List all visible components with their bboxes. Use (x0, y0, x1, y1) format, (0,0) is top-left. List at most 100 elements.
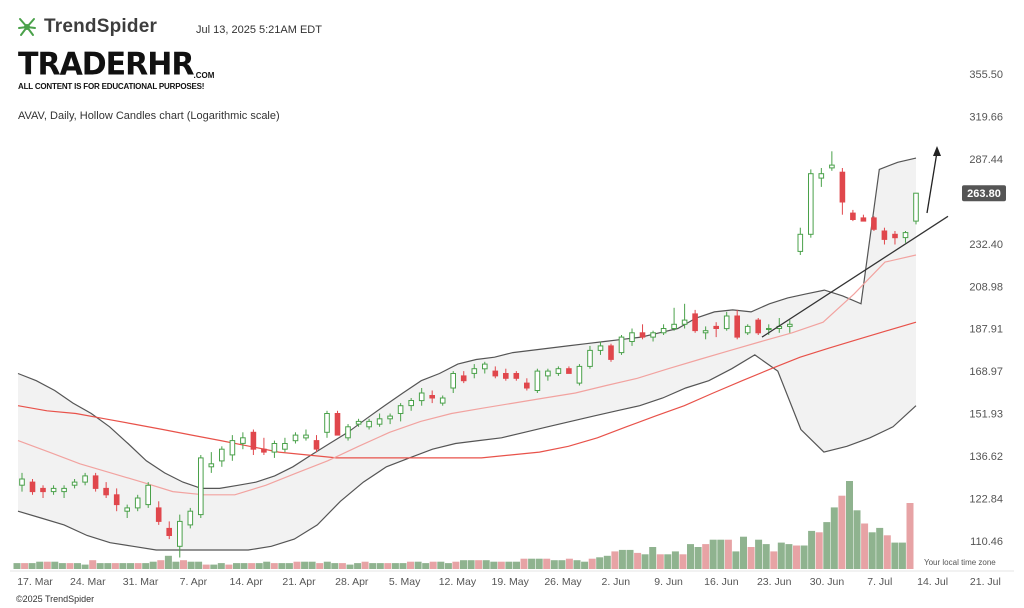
candle-body (492, 370, 499, 377)
volume-bar (28, 563, 36, 569)
trendspider-spider-icon (18, 18, 36, 36)
candle-body (387, 415, 393, 420)
x-tick-label: 5. May (389, 576, 421, 588)
volume-bar (709, 539, 717, 569)
candle-body (850, 212, 856, 221)
chart-title: AVAV, Daily, Hollow Candles chart (Logar… (18, 110, 280, 122)
candle-body (334, 413, 341, 436)
candle-body (271, 443, 278, 453)
x-tick-label: 23. Jun (757, 576, 792, 588)
y-tick-label: 232.40 (969, 239, 1003, 251)
moving-average-layer (17, 254, 917, 496)
y-axis: 355.50 319.66 287.44 263.80 232.40 208.98 187.… (962, 69, 1006, 548)
volume-bar (777, 542, 785, 569)
last-price-label: 263.80 (967, 188, 1001, 200)
volume-bar (603, 555, 611, 569)
x-tick-label: 26. May (544, 576, 582, 588)
y-tick-label: 110.46 (970, 536, 1003, 548)
candle-body (871, 217, 877, 230)
candle-body (787, 323, 793, 327)
candle-body (408, 400, 414, 407)
volume-bar (361, 561, 369, 569)
candle-body (797, 233, 804, 252)
volume-bar (255, 563, 263, 569)
candle-body (808, 173, 814, 235)
candle-body (439, 397, 446, 404)
candle-body (124, 507, 131, 512)
volume-bar (687, 544, 694, 569)
volume-bar (467, 560, 475, 569)
candle-body (576, 365, 583, 384)
volume-bar (369, 563, 377, 569)
volume-bar (656, 554, 664, 569)
y-tick-label: 208.98 (969, 281, 1003, 293)
volume-bar (270, 563, 278, 569)
watermark-disclaimer: ALL CONTENT IS FOR EDUCATIONAL PURPOSES! (18, 82, 205, 91)
candle-body (629, 332, 635, 342)
volume-bar (248, 563, 256, 569)
volume-bar (316, 563, 324, 569)
candle-body (240, 437, 246, 444)
x-tick-label: 31. Mar (123, 576, 159, 588)
ma-slow-line (17, 321, 917, 459)
candle-body (82, 475, 88, 483)
x-tick-label: 14. Apr (230, 576, 264, 588)
volume-bar (444, 563, 452, 569)
candle-body (723, 315, 730, 330)
candle-body (702, 330, 709, 334)
volume-bar (338, 563, 346, 569)
candle-body (397, 405, 404, 415)
volume-bar (543, 558, 551, 569)
volume-bar (187, 561, 195, 569)
x-tick-label: 9. Jun (654, 576, 683, 588)
volume-bar (399, 563, 407, 569)
candle-body (50, 487, 57, 493)
candle-body (324, 413, 330, 433)
volume-bar (66, 563, 74, 569)
x-tick-label: 21. Apr (282, 576, 316, 588)
volume-bar (611, 551, 619, 569)
candle-body (513, 373, 520, 379)
bollinger-band-layer (17, 157, 917, 551)
candle-body (282, 443, 288, 450)
volume-bar (475, 560, 483, 569)
candle-body (881, 230, 888, 240)
volume-bar (384, 563, 392, 569)
volume-bar (43, 561, 51, 569)
y-tick-label: 355.50 (969, 69, 1003, 81)
volume-bar (853, 510, 861, 569)
candle-body (639, 332, 646, 338)
candle-body (650, 332, 656, 338)
candle-body (692, 313, 698, 332)
volume-bar (528, 558, 536, 569)
bollinger-fill (18, 158, 916, 550)
volume-bar (876, 527, 884, 569)
volume-bar (588, 558, 596, 569)
volume-bar (641, 554, 649, 569)
candle-body (71, 481, 78, 486)
candle-body (744, 325, 751, 334)
volume-bar (770, 551, 778, 569)
volume-bar (694, 547, 702, 569)
y-tick-label: 187.91 (969, 324, 1003, 336)
volume-bar (815, 532, 823, 569)
candle-body (503, 373, 509, 379)
candle-body (471, 368, 478, 374)
volume-bar (346, 564, 354, 569)
candle-body (534, 370, 541, 392)
volume-bar (497, 561, 505, 569)
volume-bar (565, 558, 573, 569)
volume-bar (868, 532, 876, 569)
candle-body (460, 375, 467, 382)
volume-bar (134, 563, 142, 569)
volume-bar (81, 564, 89, 569)
candle-body (829, 164, 835, 169)
volume-bar (104, 563, 112, 569)
brand-name: TrendSpider (44, 16, 158, 37)
candle-body (103, 487, 109, 496)
x-tick-label: 30. Jun (810, 576, 845, 588)
volume-bar (119, 563, 127, 569)
volume-bar (649, 547, 657, 569)
last-price-badge (962, 185, 1006, 202)
